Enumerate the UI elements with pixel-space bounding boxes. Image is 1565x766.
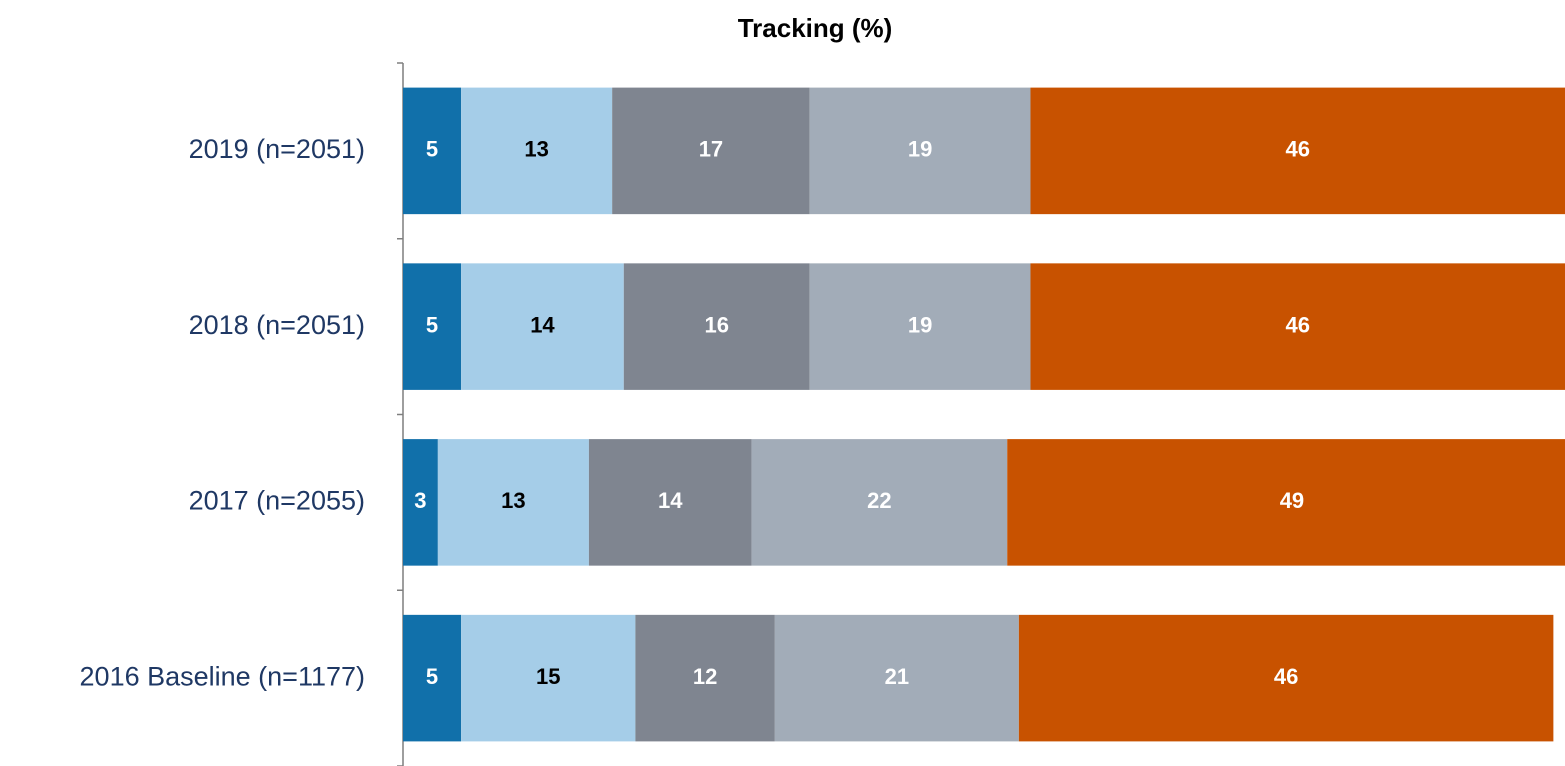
bar-segment — [437, 439, 589, 566]
bar-segment — [635, 614, 775, 742]
category-label: 2019 (n=2051) — [189, 134, 365, 164]
value-label: 14 — [530, 312, 555, 337]
value-label: 46 — [1285, 137, 1309, 162]
value-label: 16 — [704, 312, 728, 337]
bar-segment — [1018, 614, 1554, 742]
bar-segment — [751, 439, 1008, 566]
bar-segment — [774, 614, 1019, 742]
bar-segment — [461, 87, 613, 215]
value-label: 19 — [908, 137, 932, 162]
bar-segment — [403, 87, 462, 215]
value-label: 46 — [1274, 664, 1298, 689]
value-label: 13 — [501, 488, 525, 513]
value-label: 13 — [524, 137, 548, 162]
value-label: 12 — [693, 664, 717, 689]
value-label: 3 — [414, 488, 426, 513]
value-label: 14 — [658, 488, 683, 513]
value-label: 15 — [536, 664, 560, 689]
value-label: 22 — [867, 488, 891, 513]
category-label: 2017 (n=2055) — [189, 486, 365, 516]
bar-segment — [588, 439, 752, 566]
category-label: 2016 Baseline (n=1177) — [80, 661, 365, 691]
category-label: 2018 (n=2051) — [189, 310, 365, 340]
bar-segment — [809, 87, 1031, 215]
bar-segment — [612, 87, 810, 215]
value-label: 19 — [908, 312, 932, 337]
bar-segment — [403, 614, 462, 742]
bar-segment — [1030, 263, 1565, 390]
bar-segment — [461, 263, 624, 390]
bar-segment — [809, 263, 1031, 390]
value-label: 46 — [1285, 312, 1309, 337]
bar-segment — [461, 614, 636, 742]
bar-segment — [1030, 87, 1565, 215]
value-label: 17 — [699, 137, 723, 162]
bar-segment — [403, 263, 462, 390]
bar-segment — [403, 439, 438, 566]
value-label: 21 — [885, 664, 909, 689]
value-label: 5 — [426, 664, 438, 689]
chart-title: Tracking (%) — [738, 13, 893, 43]
value-label: 49 — [1280, 488, 1304, 513]
bar-segment — [1007, 439, 1565, 566]
value-label: 5 — [426, 312, 438, 337]
value-label: 5 — [426, 137, 438, 162]
bar-segment — [623, 263, 810, 390]
